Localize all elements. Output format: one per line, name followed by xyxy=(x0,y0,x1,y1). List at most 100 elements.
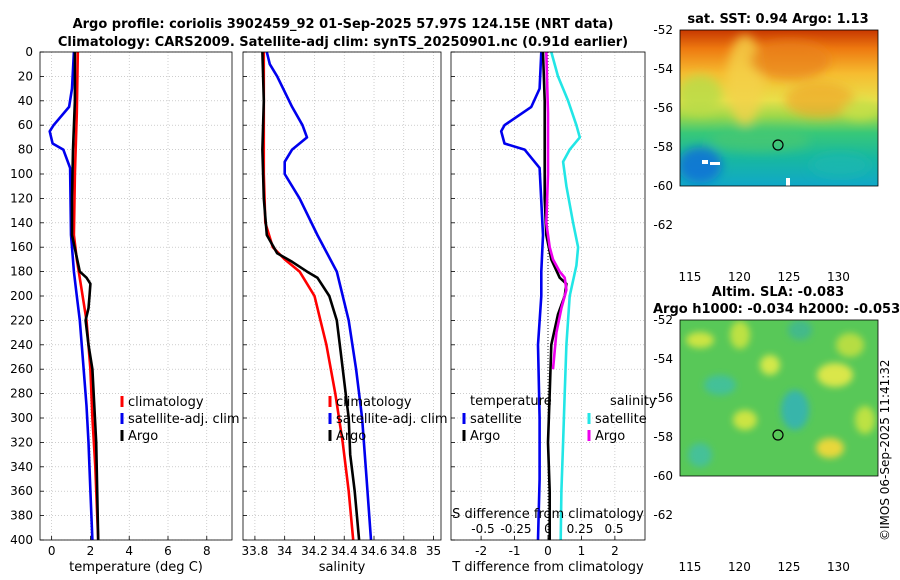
x2-axis-label: S difference from climatology xyxy=(452,507,644,522)
legend-label: Argo xyxy=(470,429,500,444)
x-tick-label: 34.4 xyxy=(331,544,358,558)
legend-label: satellite-adj. clim xyxy=(336,412,448,427)
x2-tick-label: -0.5 xyxy=(471,522,494,536)
sst-map-panel xyxy=(679,29,879,187)
sla-y-tick-label: -52 xyxy=(653,313,673,327)
y-tick-label: 100 xyxy=(10,167,33,181)
x-tick-label: 34 xyxy=(277,544,292,558)
x-tick-label: 2 xyxy=(87,544,95,558)
legend-label: satellite xyxy=(470,412,522,427)
sla-y-tick-label: -60 xyxy=(653,469,673,483)
legend-label: climatology xyxy=(128,395,204,410)
y-tick-label: 300 xyxy=(10,411,33,425)
y-tick-label: 20 xyxy=(18,69,33,83)
legend-label: satellite-adj. clim xyxy=(128,412,240,427)
sst-x-tick-label: 120 xyxy=(728,270,751,284)
x-tick-label: 34.2 xyxy=(301,544,328,558)
y-tick-label: 0 xyxy=(25,45,33,59)
series-line-salinity-satellite xyxy=(550,51,582,541)
x-tick-label: 34.8 xyxy=(390,544,417,558)
series-line-satellite-adj-clim xyxy=(48,51,94,541)
x-tick-label: 33.8 xyxy=(242,544,269,558)
sst-x-tick-label: 125 xyxy=(777,270,800,284)
y-tick-label: 360 xyxy=(10,484,33,498)
legend-title-salinity: salinity xyxy=(610,394,657,409)
sla-y-tick-label: -54 xyxy=(653,352,673,366)
sla-x-tick-label: 130 xyxy=(827,560,850,574)
x2-tick-label: -0.25 xyxy=(500,522,531,536)
sst-map-title: sat. SST: 0.94 Argo: 1.13 xyxy=(687,12,868,27)
figure-title-line2: Climatology: CARS2009. Satellite-adj cli… xyxy=(58,35,628,50)
x-tick-label: 6 xyxy=(164,544,172,558)
sla-y-tick-label: -56 xyxy=(653,391,673,405)
legend-title-temperature: temperature xyxy=(470,394,552,409)
legend-label: Argo xyxy=(595,429,625,444)
y-tick-label: 200 xyxy=(10,289,33,303)
x-axis-label: T difference from climatology xyxy=(451,560,644,575)
x2-tick-label: 0.25 xyxy=(567,522,594,536)
series-line-argo xyxy=(261,51,361,541)
y-tick-label: 120 xyxy=(10,191,33,205)
y-tick-label: 260 xyxy=(10,362,33,376)
y-tick-label: 160 xyxy=(10,240,33,254)
x-tick-label: 2 xyxy=(611,544,619,558)
sst-y-tick-label: -58 xyxy=(653,140,673,154)
watermark: ©IMOS 06-Sep-2025 11:41:32 xyxy=(878,359,892,541)
x-tick-label: 0 xyxy=(544,544,552,558)
sst-x-tick-label: 130 xyxy=(827,270,850,284)
sst-y-tick-label: -62 xyxy=(653,218,673,232)
y-tick-label: 140 xyxy=(10,216,33,230)
sst-y-tick-label: -60 xyxy=(653,179,673,193)
legend-label: satellite xyxy=(595,412,647,427)
legend-label: climatology xyxy=(336,395,412,410)
difference-panel: -2 -1 0 1 2 T difference from climatology temp… xyxy=(450,51,657,575)
y-tick-label: 180 xyxy=(10,265,33,279)
sla-map-image xyxy=(680,320,878,476)
y-tick-label: 240 xyxy=(10,338,33,352)
series-line-salinity-argo xyxy=(544,51,568,370)
y-tick-label: 40 xyxy=(18,94,33,108)
sla-x-tick-label: 120 xyxy=(728,560,751,574)
x-tick-label: -1 xyxy=(509,544,521,558)
x-tick-label: 0 xyxy=(48,544,56,558)
y-tick-label: 340 xyxy=(10,460,33,474)
figure-title-line1: Argo profile: coriolis 3902459_92 01-Sep… xyxy=(73,17,614,32)
salinity-panel: 33.8 34 34.2 34.4 34.6 34.8 35 salinity climatol… xyxy=(242,51,448,575)
sla-map-subtitle: Argo h1000: -0.034 h2000: -0.053 xyxy=(653,302,900,317)
legend-label: Argo xyxy=(128,429,158,444)
sla-map-title: Altim. SLA: -0.083 xyxy=(712,285,844,300)
x-tick-label: 1 xyxy=(578,544,586,558)
series-line-argo xyxy=(70,52,100,541)
series-line-satellite-adj-clim xyxy=(265,51,373,541)
series-line-temperature-satellite xyxy=(499,51,545,541)
x-axis-label: salinity xyxy=(319,560,366,575)
sst-argo-location-marker xyxy=(772,139,784,151)
sla-argo-location-marker xyxy=(772,429,784,441)
x-tick-label: -2 xyxy=(475,544,487,558)
x-tick-label: 4 xyxy=(125,544,133,558)
sst-y-tick-label: -52 xyxy=(653,23,673,37)
sla-x-tick-label: 115 xyxy=(678,560,701,574)
y-tick-label: 320 xyxy=(10,435,33,449)
x-tick-label: 34.6 xyxy=(361,544,388,558)
sst-x-tick-label: 115 xyxy=(678,270,701,284)
sst-y-tick-label: -54 xyxy=(653,62,673,76)
sst-map-image xyxy=(680,30,878,186)
y-tick-label: 380 xyxy=(10,509,33,523)
x-axis-label: temperature (deg C) xyxy=(69,560,203,575)
sla-y-tick-label: -58 xyxy=(653,430,673,444)
y-tick-label: 80 xyxy=(18,143,33,157)
x-tick-label: 35 xyxy=(426,544,441,558)
sst-y-tick-label: -56 xyxy=(653,101,673,115)
y-tick-label: 280 xyxy=(10,387,33,401)
sla-x-tick-label: 125 xyxy=(777,560,800,574)
legend-label: Argo xyxy=(336,429,366,444)
x2-tick-label: 0 xyxy=(544,522,552,536)
sla-y-tick-label: -62 xyxy=(653,508,673,522)
x-tick-label: 8 xyxy=(203,544,211,558)
y-tick-label: 400 xyxy=(10,533,33,547)
sla-map-panel xyxy=(679,319,879,477)
y-tick-label: 60 xyxy=(18,118,33,132)
